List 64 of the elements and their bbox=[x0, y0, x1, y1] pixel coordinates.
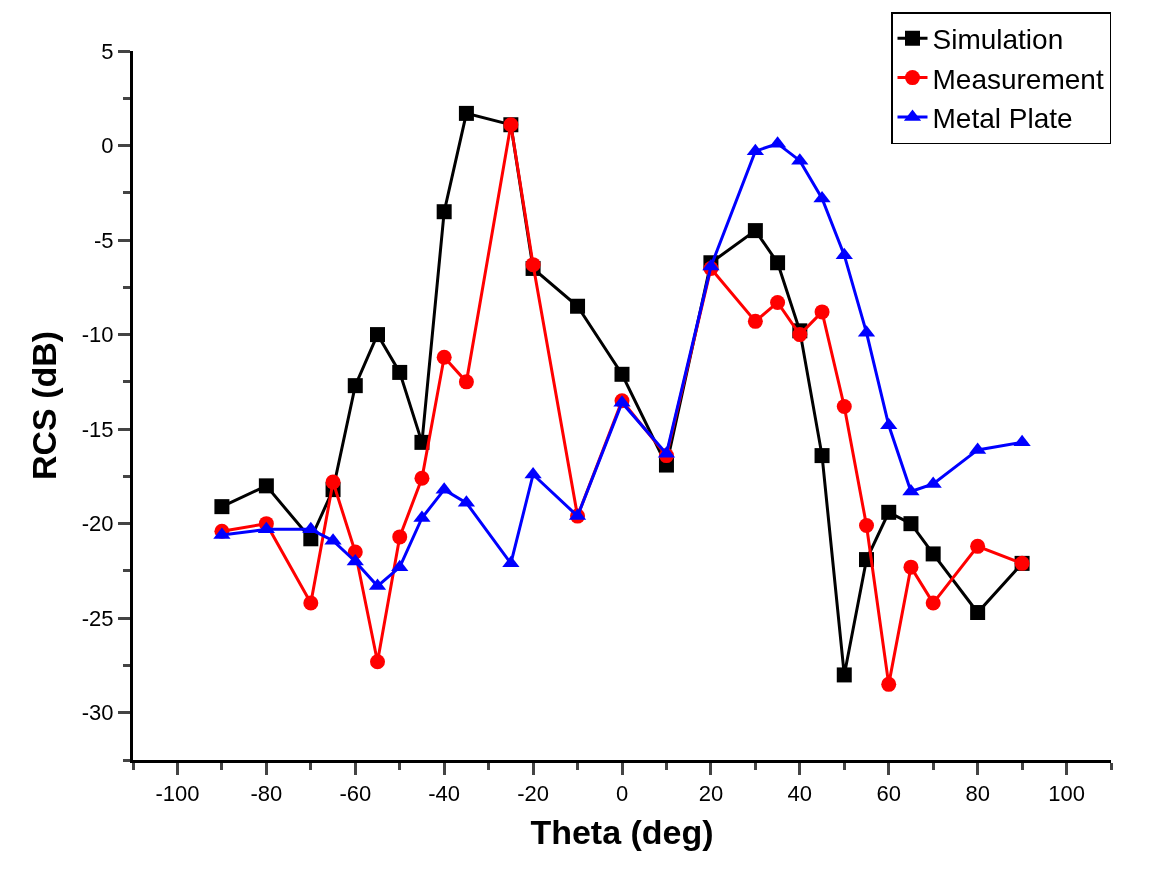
x-tick-label: 80 bbox=[965, 781, 990, 807]
point bbox=[414, 470, 430, 486]
x-tick-label: -80 bbox=[250, 781, 283, 807]
point bbox=[813, 190, 831, 203]
point bbox=[570, 298, 586, 314]
y-tick-label: -10 bbox=[81, 322, 114, 348]
point bbox=[325, 474, 341, 490]
point bbox=[436, 349, 452, 365]
point bbox=[880, 417, 898, 430]
point bbox=[747, 313, 763, 329]
x-tick-label: 40 bbox=[787, 781, 813, 807]
point bbox=[214, 499, 230, 515]
point bbox=[392, 529, 408, 545]
point bbox=[859, 518, 874, 534]
point bbox=[747, 223, 763, 239]
point bbox=[614, 366, 630, 382]
point bbox=[903, 559, 919, 575]
y-tick-label: -20 bbox=[81, 511, 114, 537]
point bbox=[1013, 434, 1031, 447]
point bbox=[436, 204, 452, 220]
y-tick-label: -30 bbox=[81, 700, 114, 726]
y-tick-label: 0 bbox=[101, 133, 114, 159]
y-tick-label: -25 bbox=[81, 605, 114, 631]
point bbox=[770, 255, 786, 271]
x-tick-label: 0 bbox=[615, 781, 629, 807]
x-tick-label: 60 bbox=[876, 781, 901, 807]
point bbox=[836, 398, 852, 414]
point bbox=[970, 538, 986, 554]
point bbox=[792, 327, 808, 343]
x-axis-title: Theta (deg) bbox=[530, 812, 714, 851]
x-tick-label: 100 bbox=[1048, 781, 1085, 807]
y-tick-label: -5 bbox=[94, 227, 114, 253]
point bbox=[925, 595, 941, 611]
point bbox=[814, 304, 830, 320]
point bbox=[836, 667, 852, 683]
point bbox=[370, 327, 385, 343]
x-tick-label: -40 bbox=[428, 781, 461, 807]
point bbox=[814, 448, 830, 464]
point bbox=[258, 478, 274, 494]
y-axis-title: RCS (dB) bbox=[25, 330, 64, 481]
point bbox=[881, 504, 897, 520]
x-tick-label: -60 bbox=[339, 781, 372, 807]
point bbox=[458, 105, 474, 121]
point bbox=[770, 294, 786, 310]
y-tick-label: -15 bbox=[81, 416, 114, 442]
point bbox=[347, 378, 363, 394]
point bbox=[903, 516, 919, 532]
point bbox=[881, 676, 897, 692]
point bbox=[303, 595, 319, 611]
legend-label: Metal Plate bbox=[932, 102, 1073, 134]
x-tick-label: -100 bbox=[155, 781, 200, 807]
point bbox=[970, 605, 986, 621]
point bbox=[346, 553, 364, 566]
point bbox=[370, 654, 385, 670]
point bbox=[458, 374, 474, 390]
x-tick-label: -20 bbox=[517, 781, 549, 807]
point bbox=[502, 555, 520, 568]
y-tick-label: 5 bbox=[101, 38, 114, 64]
point bbox=[302, 521, 320, 534]
legend-label: Simulation bbox=[932, 24, 1064, 56]
point bbox=[392, 364, 408, 380]
x-tick-label: 20 bbox=[698, 781, 724, 807]
point bbox=[925, 546, 941, 562]
legend-label: Measurement bbox=[932, 63, 1104, 95]
